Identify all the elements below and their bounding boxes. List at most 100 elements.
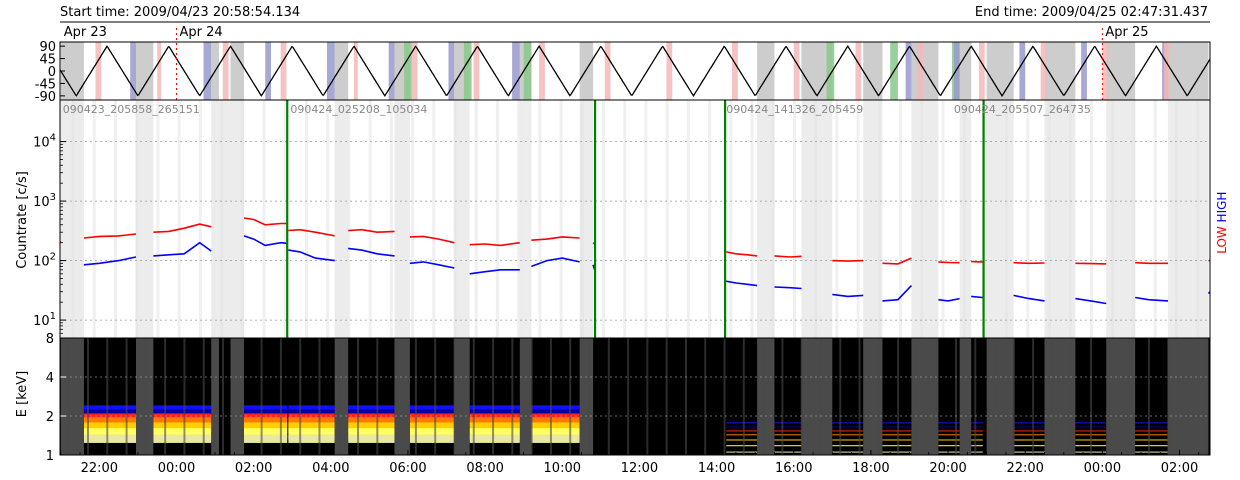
minor-stripe: [263, 100, 266, 338]
spectrum-band: [726, 434, 757, 435]
spectrogram-gap: [960, 338, 972, 455]
minor-stripe: [560, 100, 563, 338]
spectrogram-stripe: [569, 338, 571, 455]
minor-stripe: [899, 100, 902, 338]
spectrogram-stripe: [781, 338, 783, 455]
gray-band: [231, 42, 245, 100]
low-series-line: [1075, 263, 1106, 264]
countrate-ytick-exponent: 4: [50, 133, 56, 144]
minor-stripe: [1048, 100, 1051, 338]
gray-band: [863, 42, 882, 100]
spectrogram-stripe: [1109, 338, 1111, 455]
spectrum-band: [726, 445, 757, 446]
minor-stripe: [93, 100, 96, 338]
spectrum-band: [832, 430, 863, 431]
x-tick-label: 02:00: [235, 461, 272, 476]
minor-stripe: [1196, 100, 1199, 338]
spectrogram-gap: [580, 338, 594, 455]
spectrum-band: [832, 439, 863, 440]
spectrogram-stripe: [974, 338, 976, 455]
minor-stripe: [1005, 100, 1008, 338]
spectrogram-stripe: [994, 338, 996, 455]
spectrogram-stripe: [1148, 338, 1150, 455]
spectrogram-stripe: [1186, 338, 1188, 455]
minor-stripe: [72, 100, 75, 338]
spectrum-band: [774, 422, 801, 423]
spectrogram-gap: [911, 338, 938, 455]
x-tick-label: 22:00: [81, 461, 118, 476]
date-marker-label: Apr 23: [64, 25, 107, 40]
spectrogram-stripe: [357, 338, 359, 455]
saa-band: [265, 42, 271, 100]
night-band: [157, 42, 161, 100]
night-band: [605, 42, 611, 100]
x-tick-label: 08:00: [466, 461, 503, 476]
spectrum-band: [726, 430, 757, 431]
spectrogram-stripe: [1032, 338, 1034, 455]
spectrum-band: [832, 427, 863, 428]
spectrogram-stripe: [627, 338, 629, 455]
start-time-label: Start time: 2009/04/23 20:58:54.134: [60, 5, 300, 20]
minor-stripe: [941, 100, 944, 338]
spectrogram-stripe: [68, 338, 70, 455]
spectrogram-stripe: [1167, 338, 1169, 455]
file-id-label: 090424_025208_105034: [290, 103, 427, 116]
spectrogram-stripe: [492, 338, 494, 455]
spectrogram-stripe: [145, 338, 147, 455]
minor-stripe: [135, 100, 138, 338]
spectrum-band: [1014, 430, 1045, 431]
file-id-label: 090424_141326_205459: [726, 103, 863, 116]
spectrogram-stripe: [820, 338, 822, 455]
data-window: [410, 100, 454, 338]
minor-stripe: [1026, 100, 1029, 338]
spectrum-band: [971, 427, 983, 428]
spectrogram-stripe: [511, 338, 513, 455]
minor-stripe: [623, 100, 626, 338]
low-series-line: [775, 256, 802, 257]
night-band: [1102, 42, 1108, 100]
low-series-line: [832, 261, 863, 262]
spectrogram-stripe: [1071, 338, 1073, 455]
x-tick-label: 22:00: [1006, 461, 1043, 476]
spectrogram-stripe: [1051, 338, 1053, 455]
spectrogram-stripe: [1090, 338, 1092, 455]
spectrogram-stripe: [897, 338, 899, 455]
spectrogram-stripe: [916, 338, 918, 455]
data-window: [882, 100, 911, 338]
minor-stripe: [835, 100, 838, 338]
spectrum-band: [774, 445, 801, 446]
spectrum-band: [1135, 452, 1168, 453]
minor-stripe: [772, 100, 775, 338]
spectrogram-stripe: [222, 338, 224, 455]
spectrogram-stripe: [589, 338, 591, 455]
spectrum-band: [774, 452, 801, 453]
spectrum-band: [882, 430, 911, 431]
file-id-label: 090424_205507_264735: [954, 103, 1091, 116]
spectrogram-stripe: [434, 338, 436, 455]
spectrogram-stripe: [376, 338, 378, 455]
saa-band: [389, 42, 395, 100]
spectrum-band: [971, 422, 983, 423]
spectrogram-gap: [987, 338, 1014, 455]
spectrum-band: [971, 452, 983, 453]
spectrum-band: [288, 435, 334, 443]
spectrum-band: [84, 435, 136, 443]
minor-stripe: [729, 100, 732, 338]
energy-ytick-label: 8: [46, 332, 54, 347]
spectrogram-stripe: [936, 338, 938, 455]
minor-stripe: [1175, 100, 1178, 338]
minor-stripe: [814, 100, 817, 338]
minor-stripe: [453, 100, 456, 338]
data-window: [153, 100, 211, 338]
night-band: [917, 42, 923, 100]
gray-band: [335, 42, 349, 100]
spectrum-band: [882, 422, 911, 423]
spectrum-band: [1014, 452, 1045, 453]
minor-stripe: [326, 100, 329, 338]
saa-band: [204, 42, 212, 100]
spectrum-band: [971, 445, 983, 446]
minor-stripe: [114, 100, 117, 338]
spectrum-band: [1014, 445, 1045, 446]
data-window: [774, 100, 801, 338]
energy-ytick-label: 2: [46, 410, 54, 425]
